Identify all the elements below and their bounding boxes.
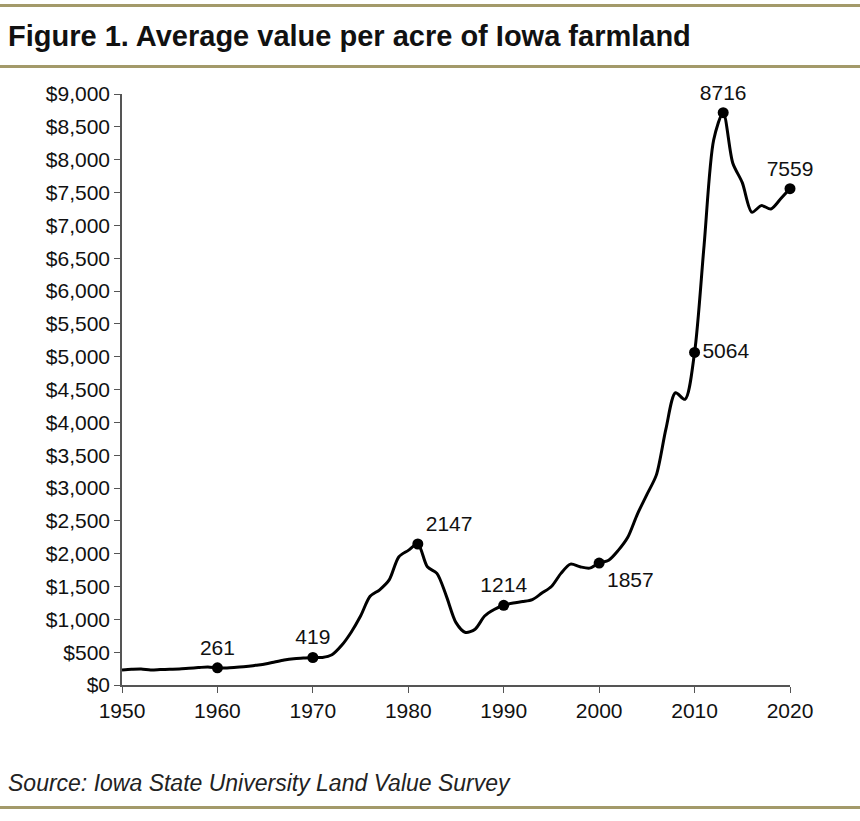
svg-text:1980: 1980 [385, 699, 432, 722]
svg-text:1214: 1214 [480, 573, 527, 596]
svg-text:$5,500: $5,500 [46, 312, 110, 335]
svg-text:$2,000: $2,000 [46, 542, 110, 565]
svg-text:1950: 1950 [99, 699, 146, 722]
svg-text:2147: 2147 [426, 512, 473, 535]
svg-text:$8,500: $8,500 [46, 115, 110, 138]
svg-text:1960: 1960 [194, 699, 241, 722]
svg-text:2020: 2020 [767, 699, 814, 722]
svg-text:$3,000: $3,000 [46, 476, 110, 499]
svg-text:$9,000: $9,000 [46, 82, 110, 105]
svg-text:1857: 1857 [607, 568, 654, 591]
svg-text:8716: 8716 [700, 81, 747, 104]
svg-text:7559: 7559 [767, 157, 814, 180]
svg-text:$4,500: $4,500 [46, 378, 110, 401]
svg-text:$500: $500 [63, 641, 110, 664]
svg-text:1990: 1990 [480, 699, 527, 722]
svg-text:$7,000: $7,000 [46, 214, 110, 237]
svg-text:419: 419 [295, 625, 330, 648]
svg-text:1970: 1970 [290, 699, 337, 722]
svg-text:261: 261 [200, 636, 235, 659]
svg-text:5064: 5064 [702, 339, 749, 362]
svg-text:$1,000: $1,000 [46, 608, 110, 631]
svg-text:$0: $0 [87, 673, 110, 696]
svg-text:$2,500: $2,500 [46, 509, 110, 532]
svg-text:$5,000: $5,000 [46, 345, 110, 368]
svg-text:$3,500: $3,500 [46, 444, 110, 467]
svg-text:$8,000: $8,000 [46, 148, 110, 171]
svg-text:$6,500: $6,500 [46, 247, 110, 270]
svg-text:$7,500: $7,500 [46, 181, 110, 204]
svg-text:$4,000: $4,000 [46, 411, 110, 434]
html-text:Figure 1. Average value per ac: Figure 1. Average value per acre of Iowa… [8, 20, 691, 52]
svg-text:2000: 2000 [576, 699, 623, 722]
html-text:Source: Iowa State University: Source: Iowa State University Land Value… [8, 770, 510, 796]
svg-text:2010: 2010 [671, 699, 718, 722]
svg-text:$6,000: $6,000 [46, 279, 110, 302]
svg-text:$1,500: $1,500 [46, 575, 110, 598]
